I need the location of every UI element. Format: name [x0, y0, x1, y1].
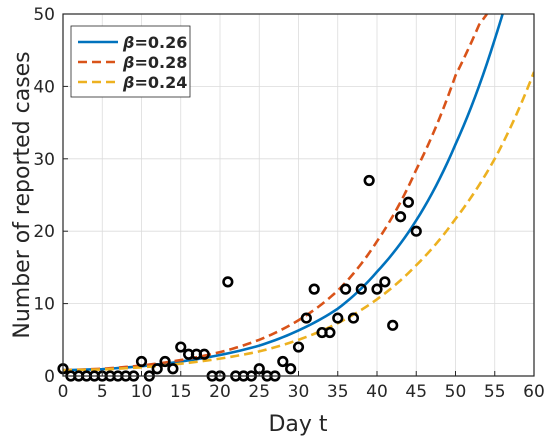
- legend: β=0.26β=0.28β=0.24: [70, 25, 191, 98]
- y-tick-label: 0: [44, 367, 55, 387]
- observed-point: [167, 363, 179, 375]
- observed-point: [394, 211, 407, 223]
- x-tick-label: 0: [58, 382, 69, 402]
- observed-point: [198, 348, 210, 360]
- observed-point: [363, 174, 375, 187]
- y-tick-label: 20: [33, 222, 55, 242]
- x-tick-label: 45: [405, 382, 427, 402]
- x-tick-label: 15: [170, 382, 192, 402]
- legend-value-2: =0.24: [134, 73, 187, 92]
- observed-point: [355, 283, 367, 295]
- observed-point: [387, 319, 399, 331]
- x-tick-label: 60: [523, 382, 545, 402]
- observed-point: [410, 225, 422, 237]
- x-tick-label: 55: [484, 382, 506, 402]
- x-tick-label: 40: [366, 382, 388, 402]
- legend-greek-2: β: [122, 73, 134, 92]
- y-tick-label: 30: [33, 150, 55, 170]
- legend-box: [70, 25, 191, 98]
- legend-label-1: β=0.28: [122, 53, 187, 72]
- y-tick-label: 10: [33, 295, 55, 315]
- x-tick-label: 5: [97, 382, 108, 402]
- x-axis-title: Day t: [268, 412, 327, 437]
- observed-point: [175, 341, 187, 353]
- y-tick-label: 50: [33, 5, 55, 25]
- legend-greek-1: β: [122, 53, 134, 72]
- observed-point: [151, 363, 163, 375]
- y-axis-title: Number of reported cases: [10, 51, 35, 338]
- legend-greek-0: β: [122, 33, 134, 52]
- legend-value-0: =0.26: [134, 33, 187, 52]
- series-line-2: [63, 71, 534, 372]
- observed-point: [292, 341, 305, 353]
- x-axis-ticks: 0 5 10 15 20 25 30 35 40 45 50 55 60: [58, 371, 545, 402]
- y-axis-ticks: 0 10 20 30 40 50: [33, 5, 68, 387]
- observed-point: [308, 283, 320, 295]
- observed-point: [340, 283, 352, 295]
- observed-point: [222, 276, 234, 288]
- legend-value-1: =0.28: [134, 53, 187, 72]
- x-tick-label: 25: [248, 382, 270, 402]
- observed-point: [371, 283, 383, 295]
- observed-point: [402, 196, 415, 208]
- x-tick-label: 10: [131, 382, 153, 402]
- observed-point: [285, 363, 297, 375]
- legend-label-2: β=0.24: [122, 73, 187, 92]
- x-tick-label: 30: [288, 382, 310, 402]
- x-tick-label: 50: [445, 382, 467, 402]
- legend-label-0: β=0.26: [122, 33, 187, 52]
- observed-point: [332, 312, 344, 324]
- observed-point: [135, 355, 148, 368]
- y-tick-label: 40: [33, 77, 55, 97]
- observed-point: [379, 276, 391, 288]
- observed-point: [277, 355, 289, 368]
- observed-point: [347, 312, 360, 324]
- observed-point: [324, 326, 336, 339]
- legend-entries: β=0.26β=0.28β=0.24: [78, 33, 187, 92]
- observed-point: [300, 312, 312, 324]
- x-tick-label: 35: [327, 382, 349, 402]
- observed-point: [159, 355, 171, 368]
- x-tick-label: 20: [209, 382, 231, 402]
